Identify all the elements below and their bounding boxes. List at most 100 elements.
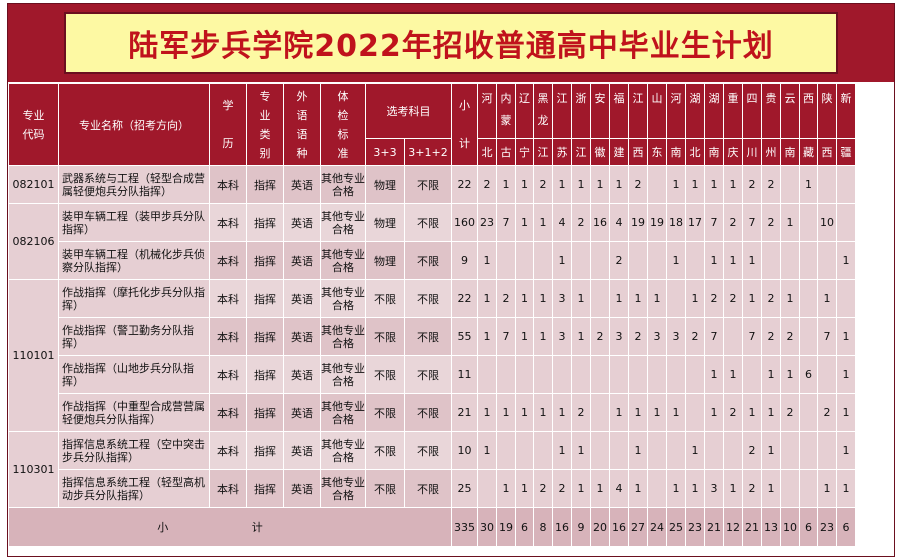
province-total-14: 21 [742, 507, 762, 547]
subject-3-3: 不限 [365, 469, 405, 508]
province-count-6 [590, 279, 610, 318]
province-count-1: 1 [496, 469, 516, 508]
header-province-7: 福 [609, 83, 629, 139]
province-count-15: 1 [761, 431, 781, 470]
province-count-0: 1 [477, 317, 497, 356]
province-count-2: 1 [515, 203, 534, 242]
province-count-12: 1 [704, 393, 724, 432]
province-count-8: 1 [628, 279, 648, 318]
province-count-9 [647, 355, 667, 394]
category: 指挥 [246, 165, 284, 204]
province-count-5: 1 [571, 317, 591, 356]
province-count-5 [571, 241, 591, 280]
province-count-7: 1 [609, 279, 629, 318]
major-code: 082101 [8, 165, 59, 204]
physical-standard: 其他专业合格 [320, 431, 366, 470]
province-count-12: 1 [704, 241, 724, 280]
province-count-0: 23 [477, 203, 497, 242]
province-count-1: 7 [496, 203, 516, 242]
row-subtotal: 160 [451, 203, 478, 242]
physical-standard: 其他专业合格 [320, 393, 366, 432]
education: 本科 [209, 431, 247, 470]
province-count-4: 1 [552, 241, 572, 280]
education: 本科 [209, 279, 247, 318]
header-province-6-b: 徽 [590, 138, 610, 166]
province-count-2: 1 [515, 317, 534, 356]
header-province-17: 西 [799, 83, 818, 139]
major-name: 作战指挥（摩托化步兵分队指挥） [58, 279, 210, 318]
header-province-1-b: 古 [496, 138, 516, 166]
header-language: 外语语种 [283, 83, 321, 166]
header-province-15: 贵 [761, 83, 781, 139]
province-count-5: 1 [571, 469, 591, 508]
physical-standard: 其他专业合格 [320, 355, 366, 394]
province-count-17 [799, 469, 818, 508]
physical-standard: 其他专业合格 [320, 203, 366, 242]
header-province-2-b: 宁 [515, 138, 534, 166]
row-subtotal: 22 [451, 165, 478, 204]
header-sub-3-1-2: 3+1+2 [404, 138, 452, 166]
province-count-7 [609, 355, 629, 394]
province-count-17 [799, 279, 818, 318]
province-count-17: 1 [799, 165, 818, 204]
province-count-9 [647, 165, 667, 204]
province-count-9 [647, 469, 667, 508]
subject-3-3: 不限 [365, 355, 405, 394]
table-row: 指挥信息系统工程（轻型高机动步兵分队指挥） 本科 指挥 英语 其他专业合格 不限 不限 25 1… [9, 469, 856, 508]
province-count-15: 2 [761, 203, 781, 242]
province-count-4: 3 [552, 279, 572, 318]
province-count-1 [496, 355, 516, 394]
header-province-6: 安 [590, 83, 610, 139]
language: 英语 [283, 203, 321, 242]
header-sub-3-3: 3+3 [365, 138, 405, 166]
province-count-8: 1 [628, 469, 648, 508]
province-count-12: 3 [704, 469, 724, 508]
subject-3-3: 物理 [365, 203, 405, 242]
province-count-0 [477, 355, 497, 394]
province-count-1 [496, 431, 516, 470]
major-name: 作战指挥（警卫勤务分队指挥） [58, 317, 210, 356]
subject-3-1-2: 不限 [404, 393, 452, 432]
table-row: 110101 作战指挥（摩托化步兵分队指挥） 本科 指挥 英语 其他专业合格 不限 不限 22 1… [8, 279, 856, 432]
province-total-15: 13 [761, 507, 781, 547]
province-count-8 [628, 355, 648, 394]
province-count-2: 1 [515, 165, 534, 204]
major-name: 作战指挥（中重型合成营营属轻便炮兵分队指挥） [58, 393, 210, 432]
province-count-13: 1 [723, 241, 743, 280]
subject-3-1-2: 不限 [404, 469, 452, 508]
education: 本科 [209, 393, 247, 432]
education: 本科 [209, 317, 247, 356]
category: 指挥 [246, 317, 284, 356]
province-count-11 [685, 355, 705, 394]
row-subtotal: 11 [451, 355, 478, 394]
header-province-11-b: 北 [685, 138, 705, 166]
province-count-11: 2 [685, 317, 705, 356]
physical-standard: 其他专业合格 [320, 165, 366, 204]
province-count-18 [817, 431, 837, 470]
province-count-11: 1 [685, 469, 705, 508]
header-province-7-b: 建 [609, 138, 629, 166]
header-elective-subjects: 选考科目 [365, 83, 452, 139]
province-count-10 [666, 355, 686, 394]
province-count-14: 1 [742, 241, 762, 280]
province-count-13: 1 [723, 469, 743, 508]
subject-3-3: 不限 [365, 431, 405, 470]
header-province-14-b: 川 [742, 138, 762, 166]
province-count-6 [590, 355, 610, 394]
province-count-1 [496, 241, 516, 280]
province-count-9: 19 [647, 203, 667, 242]
language: 英语 [283, 241, 321, 280]
province-count-3 [533, 431, 553, 470]
province-count-3 [533, 241, 553, 280]
province-count-16: 1 [780, 355, 800, 394]
province-count-7: 3 [609, 317, 629, 356]
province-count-12: 7 [704, 203, 724, 242]
province-total-16: 10 [780, 507, 800, 547]
province-count-4: 3 [552, 317, 572, 356]
province-count-2 [515, 355, 534, 394]
province-total-18: 23 [817, 507, 837, 547]
province-count-17 [799, 203, 818, 242]
province-count-5: 2 [571, 393, 591, 432]
province-total-3: 8 [533, 507, 553, 547]
physical-standard: 其他专业合格 [320, 317, 366, 356]
